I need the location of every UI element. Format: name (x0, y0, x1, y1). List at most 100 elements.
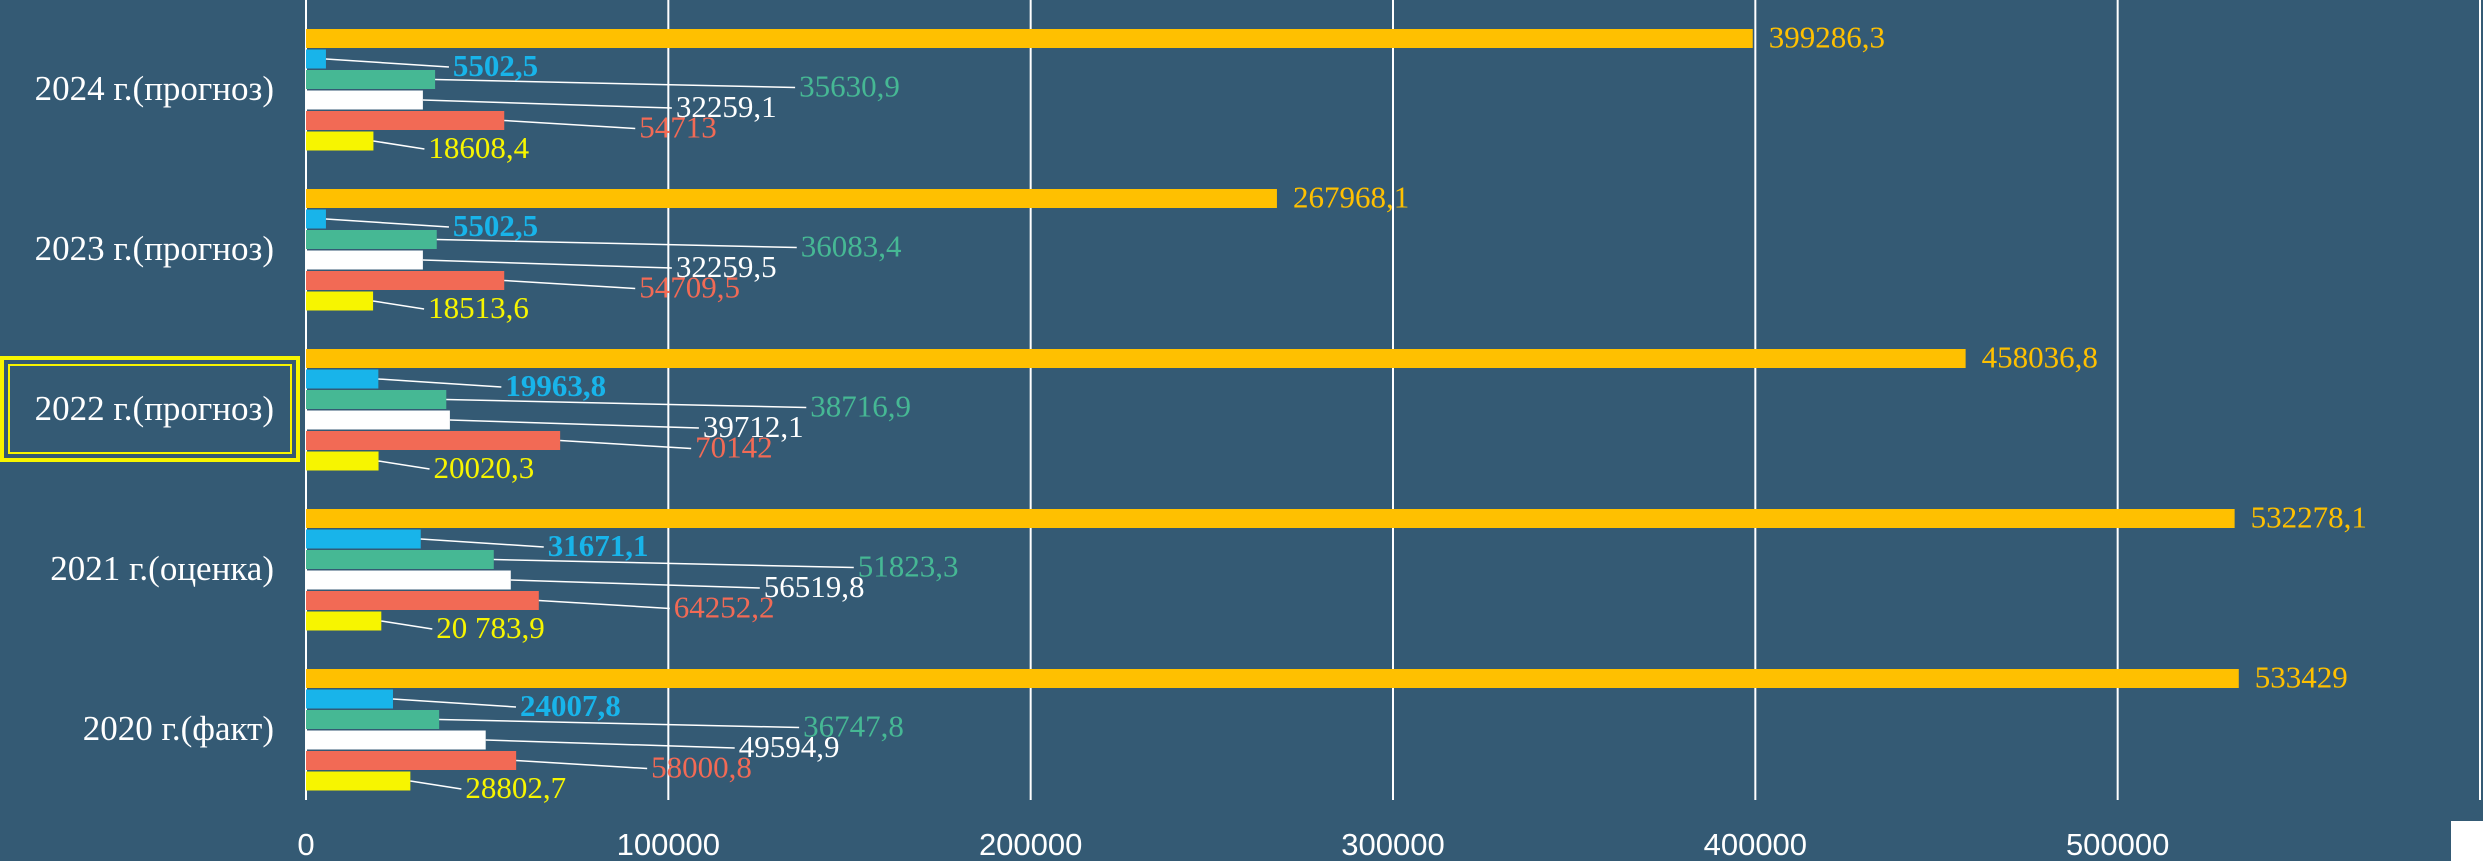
leader-line (504, 119, 636, 130)
leader-line (373, 140, 425, 150)
highlight-box (0, 356, 300, 462)
bar (306, 291, 374, 311)
bar (306, 509, 2235, 528)
value-label: 51823,3 (858, 549, 959, 584)
leader-line (436, 238, 797, 249)
x-tick-label: 200000 (979, 827, 1082, 861)
leader-line (516, 759, 648, 770)
leader-line (422, 259, 672, 269)
bar (306, 431, 561, 450)
bar (306, 689, 393, 709)
bar (306, 710, 440, 729)
value-label: 20 783,9 (436, 610, 545, 645)
leader-line (446, 398, 807, 409)
bar (306, 29, 1753, 48)
bar (306, 611, 382, 631)
leader-line (449, 419, 699, 429)
value-label: 64252,2 (674, 590, 775, 625)
value-label: 28802,7 (465, 770, 566, 805)
value-label: 70142 (695, 430, 773, 465)
bar (306, 131, 374, 151)
category-label: 2024 г.(прогноз) (35, 69, 274, 108)
leader-line (493, 558, 854, 569)
leader-line (560, 439, 692, 450)
value-label: 36083,4 (801, 229, 902, 264)
value-label: 532278,1 (2251, 500, 2367, 535)
bar (306, 49, 326, 69)
bar (306, 209, 326, 229)
bar (306, 730, 486, 750)
value-label: 18608,4 (428, 130, 529, 165)
highlight-box-inner (8, 364, 292, 454)
value-label: 19963,8 (505, 368, 606, 403)
bar (306, 369, 379, 389)
bar (306, 271, 505, 290)
bar (306, 529, 421, 549)
bar (306, 451, 379, 471)
leader-line (378, 460, 430, 470)
value-label: 18513,6 (428, 290, 529, 325)
bar (306, 70, 436, 89)
value-label: 58000,8 (651, 750, 752, 785)
bar (306, 390, 447, 409)
leader-line (510, 579, 760, 589)
bar (306, 230, 437, 249)
leader-line (422, 99, 672, 109)
x-tick-label: 500000 (2066, 827, 2169, 861)
value-label: 38716,9 (810, 389, 911, 424)
bar (306, 111, 505, 130)
value-label: 31671,1 (548, 528, 649, 563)
value-label: 49594,9 (739, 729, 840, 764)
leader-line (485, 739, 735, 749)
leader-line (439, 718, 800, 729)
bar (306, 90, 423, 110)
value-label: 36747,8 (803, 709, 904, 744)
value-label: 458036,8 (1982, 340, 2098, 375)
x-tick-label: 0 (297, 827, 314, 861)
x-tick-label: 300000 (1341, 827, 1444, 861)
leader-line (381, 620, 433, 630)
x-tick-label: 400000 (1704, 827, 1807, 861)
category-label: 2021 г.(оценка) (50, 549, 274, 588)
bar (306, 669, 2239, 688)
bar (306, 410, 450, 430)
value-label: 35630,9 (799, 69, 900, 104)
leader-line (538, 599, 670, 610)
value-label: 533429 (2255, 660, 2348, 695)
x-tick-label: 100000 (617, 827, 720, 861)
bar (306, 250, 423, 270)
bar (306, 189, 1277, 208)
value-label: 56519,8 (764, 569, 865, 604)
leader-line (392, 698, 517, 708)
value-label: 54713 (639, 110, 717, 145)
value-label: 39712,1 (703, 409, 804, 444)
bar (306, 771, 411, 791)
value-label: 32259,1 (676, 89, 777, 124)
value-label: 24007,8 (520, 688, 621, 723)
category-label: 2020 г.(факт) (83, 709, 274, 748)
bar (306, 751, 517, 770)
x-tick-label: 6 (2471, 827, 2483, 861)
value-label: 5502,5 (453, 48, 538, 83)
leader-line (420, 538, 544, 548)
value-label: 5502,5 (453, 208, 538, 243)
corner-square (2451, 821, 2483, 861)
value-label: 54709,5 (639, 270, 740, 305)
bar (306, 349, 1966, 368)
value-label: 32259,5 (676, 249, 777, 284)
leader-line (410, 780, 462, 790)
value-label: 399286,3 (1769, 20, 1885, 55)
leader-line (378, 378, 502, 388)
value-label: 20020,3 (434, 450, 535, 485)
value-label: 267968,1 (1293, 180, 1409, 215)
bar (306, 591, 539, 610)
category-label: 2022 г.(прогноз) (35, 389, 274, 428)
leader-line (325, 58, 449, 68)
leader-line (325, 218, 449, 228)
bar (306, 570, 511, 590)
category-label: 2023 г.(прогноз) (35, 229, 274, 268)
leader-line (504, 279, 636, 290)
bar (306, 550, 494, 569)
leader-line (435, 78, 796, 89)
